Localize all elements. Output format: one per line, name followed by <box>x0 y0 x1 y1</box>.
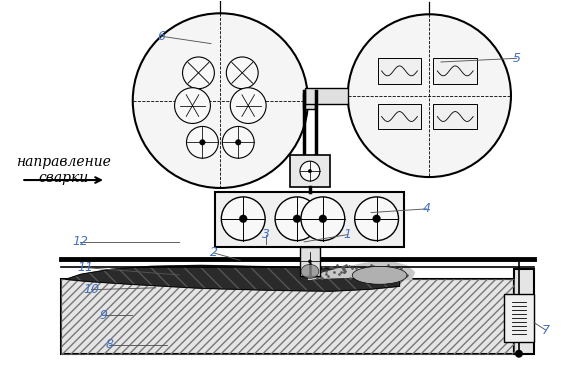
Polygon shape <box>66 265 400 291</box>
Text: 2: 2 <box>210 246 218 259</box>
Text: 4: 4 <box>422 202 431 215</box>
Text: 11: 11 <box>78 261 94 274</box>
Circle shape <box>515 350 523 358</box>
Circle shape <box>230 88 266 124</box>
Ellipse shape <box>133 13 308 188</box>
Bar <box>514 269 534 354</box>
Bar <box>433 104 477 130</box>
Ellipse shape <box>301 265 319 278</box>
Circle shape <box>174 88 211 124</box>
Circle shape <box>301 197 345 240</box>
Text: 3: 3 <box>262 228 270 241</box>
Circle shape <box>235 139 241 145</box>
Bar <box>305 88 347 104</box>
Circle shape <box>275 197 319 240</box>
Circle shape <box>319 215 327 223</box>
Text: 1: 1 <box>344 228 352 241</box>
Circle shape <box>301 252 319 270</box>
Circle shape <box>308 169 312 173</box>
Text: 5: 5 <box>512 52 521 65</box>
Text: 12: 12 <box>72 235 88 248</box>
Circle shape <box>308 260 312 263</box>
Circle shape <box>187 127 218 158</box>
Text: 6: 6 <box>157 30 166 43</box>
Circle shape <box>373 215 380 223</box>
Circle shape <box>183 57 214 89</box>
Bar <box>504 294 534 342</box>
Text: 7: 7 <box>542 323 550 337</box>
Circle shape <box>300 161 320 181</box>
Text: 10: 10 <box>84 283 99 296</box>
Bar <box>215 192 404 246</box>
Bar <box>303 93 315 108</box>
Bar <box>61 279 514 354</box>
Circle shape <box>199 139 205 145</box>
Circle shape <box>293 215 301 223</box>
Circle shape <box>221 197 265 240</box>
Circle shape <box>222 127 254 158</box>
Ellipse shape <box>352 266 407 284</box>
Polygon shape <box>308 262 414 279</box>
Text: 8: 8 <box>105 338 113 351</box>
Circle shape <box>226 57 258 89</box>
Bar <box>433 58 477 84</box>
Bar <box>377 104 421 130</box>
Circle shape <box>355 197 398 240</box>
Bar <box>300 246 320 276</box>
Bar <box>377 58 421 84</box>
Text: 9: 9 <box>99 309 107 322</box>
Circle shape <box>239 215 247 223</box>
Text: направление: направление <box>16 155 111 169</box>
Bar <box>290 155 330 187</box>
Text: сварки: сварки <box>38 171 88 185</box>
Ellipse shape <box>347 14 511 177</box>
